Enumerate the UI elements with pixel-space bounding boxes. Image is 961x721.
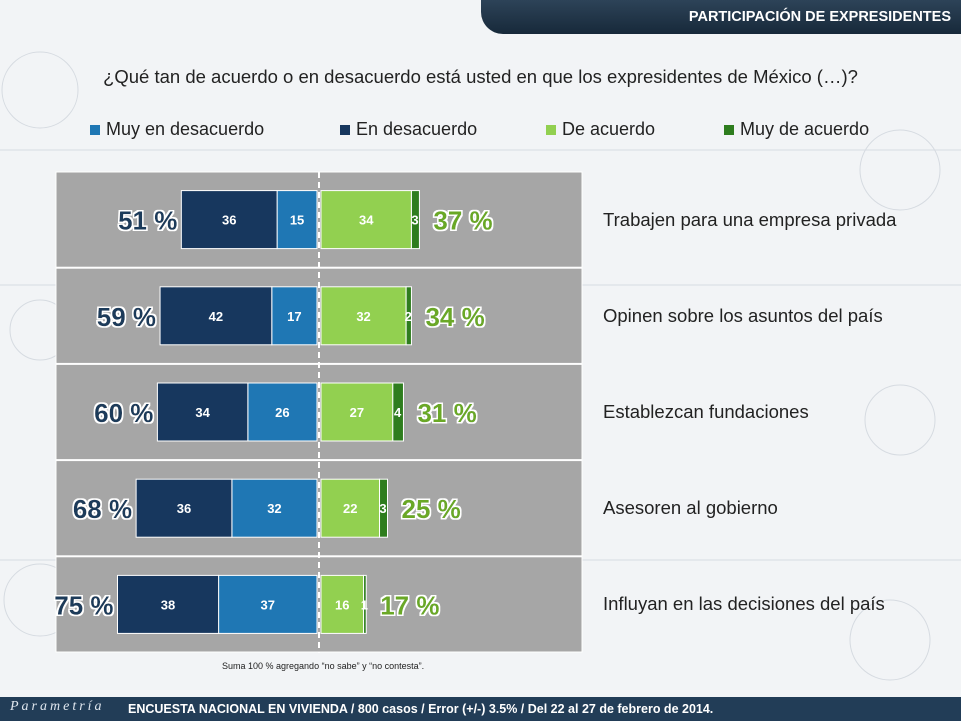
data-label-muy-en-desacuerdo: 26: [275, 405, 289, 420]
data-label-muy-en-desacuerdo: 37: [261, 597, 275, 612]
footer-logo: Parametría: [10, 699, 105, 714]
survey-question: ¿Qué tan de acuerdo o en desacuerdo está…: [103, 66, 858, 87]
bar-muy-de-acuerdo: [379, 478, 388, 538]
chart-legend: Muy en desacuerdo En desacuerdo De acuer…: [0, 119, 961, 143]
bar-muy-de-acuerdo: [363, 574, 367, 634]
footnote: Suma 100 % agregando “no sabe” y “no con…: [222, 661, 425, 671]
data-label-en-desacuerdo: 36: [177, 501, 191, 516]
bar-de-acuerdo: [320, 478, 381, 538]
legend-label: De acuerdo: [562, 119, 656, 139]
legend-item-muy-de-acuerdo: Muy de acuerdo: [724, 119, 869, 140]
data-label-muy-de-acuerdo: 1: [361, 597, 368, 612]
total-disagree-label: 75 %: [54, 590, 113, 620]
category-label: Trabajen para una empresa privada: [603, 208, 897, 230]
total-agree-label: 25 %: [402, 494, 461, 524]
legend-swatch: [546, 124, 556, 135]
total-disagree-label: 51 %: [118, 206, 177, 236]
slide-title: PARTICIPACIÓN DE EXPRESIDENTES: [688, 9, 951, 25]
legend-swatch: [90, 124, 100, 135]
data-label-de-acuerdo: 34: [359, 213, 374, 228]
data-label-muy-en-desacuerdo: 17: [287, 309, 301, 324]
data-label-en-desacuerdo: 34: [195, 405, 210, 420]
bar-muy-en-desacuerdo: [276, 190, 318, 250]
legend-swatch: [724, 124, 734, 135]
total-agree-label: 17 %: [380, 590, 439, 620]
footer-bar: Parametría ENCUESTA NACIONAL EN VIVIENDA…: [0, 697, 961, 721]
bar-de-acuerdo: [320, 574, 365, 634]
data-label-en-desacuerdo: 36: [222, 213, 236, 228]
data-label-muy-de-acuerdo: 3: [411, 213, 418, 228]
bar-muy-en-desacuerdo: [218, 574, 318, 634]
bar-muy-de-acuerdo: [410, 190, 420, 250]
bar-en-desacuerdo: [135, 478, 233, 538]
bar-en-desacuerdo: [180, 190, 278, 250]
legend-label: Muy de acuerdo: [740, 119, 870, 139]
bar-de-acuerdo: [320, 286, 407, 346]
data-label-muy-en-desacuerdo: 32: [267, 501, 281, 516]
legend-item-de-acuerdo: De acuerdo: [546, 119, 655, 140]
total-agree-label: 31 %: [417, 398, 476, 428]
footer-text: ENCUESTA NACIONAL EN VIVIENDA / 800 caso…: [128, 702, 714, 716]
data-label-muy-de-acuerdo: 2: [405, 309, 412, 324]
legend-swatch: [340, 124, 350, 135]
bar-muy-en-desacuerdo: [271, 286, 318, 346]
bar-muy-de-acuerdo: [392, 382, 404, 442]
category-label: Opinen sobre los asuntos del país: [603, 304, 883, 326]
bar-de-acuerdo: [320, 382, 394, 442]
legend-item-muy-en-desacuerdo: Muy en desacuerdo: [90, 119, 264, 140]
total-disagree-label: 59 %: [97, 302, 156, 332]
bar-muy-de-acuerdo: [405, 286, 412, 346]
data-label-muy-de-acuerdo: 4: [394, 405, 402, 420]
data-label-de-acuerdo: 16: [335, 597, 349, 612]
total-agree-label: 37 %: [433, 206, 492, 236]
bar-en-desacuerdo: [159, 286, 273, 346]
data-label-en-desacuerdo: 38: [161, 597, 175, 612]
category-label: Asesoren al gobierno: [603, 497, 778, 519]
total-disagree-label: 60 %: [94, 398, 153, 428]
legend-item-en-desacuerdo: En desacuerdo: [340, 119, 477, 140]
legend-label: En desacuerdo: [356, 119, 478, 139]
bar-en-desacuerdo: [156, 382, 249, 442]
data-label-de-acuerdo: 27: [350, 405, 364, 420]
slide-header: PARTICIPACIÓN DE EXPRESIDENTES: [481, 0, 961, 34]
category-label: Establezcan fundaciones: [603, 401, 809, 422]
bar-en-desacuerdo: [117, 574, 220, 634]
data-label-muy-en-desacuerdo: 15: [290, 213, 304, 228]
total-agree-label: 34 %: [425, 302, 484, 332]
data-label-en-desacuerdo: 42: [209, 309, 223, 324]
data-label-de-acuerdo: 22: [343, 501, 357, 516]
data-label-muy-de-acuerdo: 3: [379, 501, 386, 516]
data-label-de-acuerdo: 32: [356, 309, 370, 324]
total-disagree-label: 68 %: [73, 494, 132, 524]
category-label: Influyan en las decisiones del país: [603, 593, 885, 615]
legend-label: Muy en desacuerdo: [106, 119, 265, 139]
